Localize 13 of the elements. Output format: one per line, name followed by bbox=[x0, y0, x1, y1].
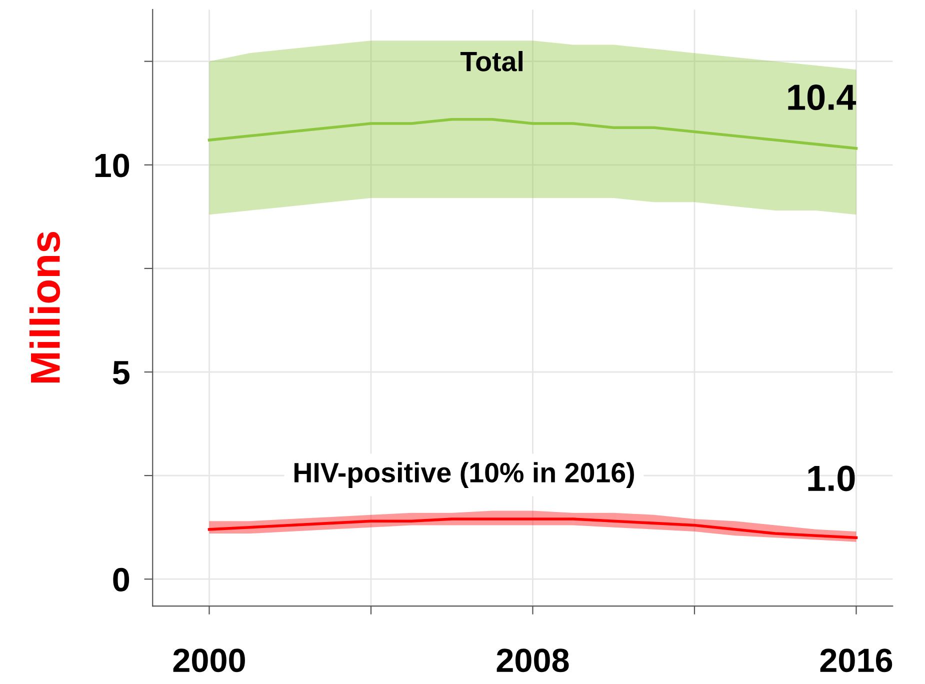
data-label: 1.0 bbox=[808, 466, 855, 492]
line-series bbox=[208, 118, 858, 150]
x-tick-label: 2000 bbox=[173, 648, 245, 672]
series-label: Total bbox=[460, 50, 522, 72]
x-tick-label: 2008 bbox=[496, 648, 569, 672]
data-label: 10.4 bbox=[788, 84, 856, 110]
y-axis-title: Millions bbox=[29, 232, 60, 383]
x-tick-label: 2016 bbox=[820, 648, 892, 672]
line-series bbox=[208, 518, 858, 540]
y-tick-label: 5 bbox=[112, 361, 130, 384]
y-tick-label: 0 bbox=[113, 568, 130, 592]
y-tick-label: 10 bbox=[95, 154, 130, 178]
series-label: HIV-positive (10% in 2016) bbox=[294, 462, 634, 488]
